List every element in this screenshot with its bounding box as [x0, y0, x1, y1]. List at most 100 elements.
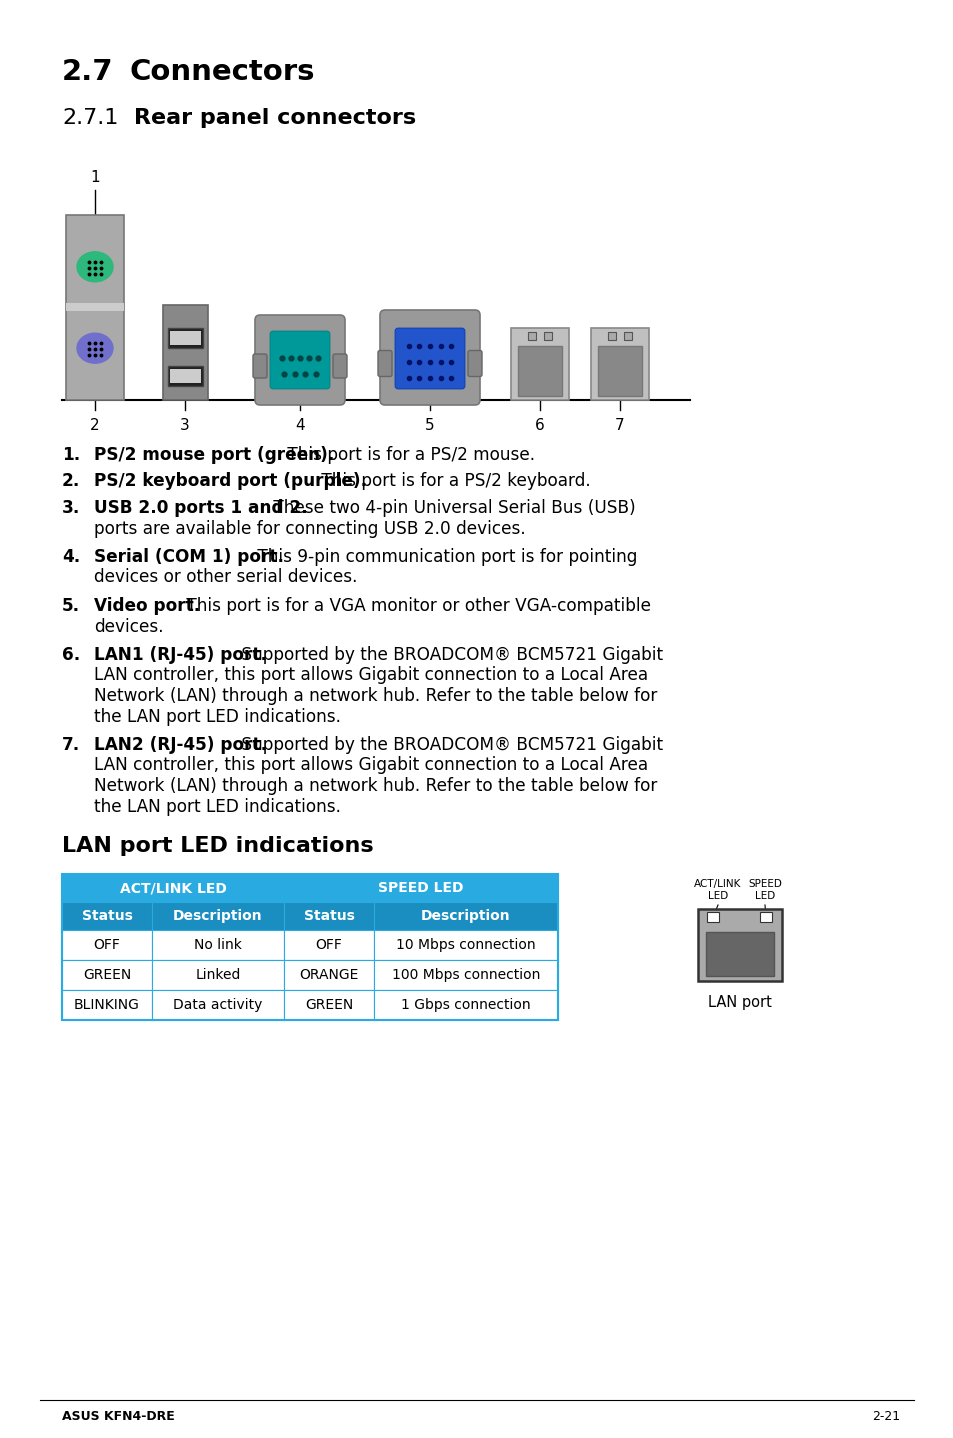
- FancyBboxPatch shape: [598, 347, 641, 395]
- FancyBboxPatch shape: [62, 989, 152, 1020]
- Text: PS/2 keyboard port (purple).: PS/2 keyboard port (purple).: [94, 473, 367, 490]
- Text: Serial (COM 1) port.: Serial (COM 1) port.: [94, 548, 284, 567]
- FancyBboxPatch shape: [517, 347, 561, 395]
- FancyBboxPatch shape: [374, 902, 558, 930]
- FancyBboxPatch shape: [62, 961, 152, 989]
- Text: devices or other serial devices.: devices or other serial devices.: [94, 568, 357, 587]
- Text: 2-21: 2-21: [871, 1409, 899, 1422]
- FancyBboxPatch shape: [333, 354, 347, 378]
- Text: LAN controller, this port allows Gigabit connection to a Local Area: LAN controller, this port allows Gigabit…: [94, 756, 647, 775]
- Text: 1: 1: [91, 170, 100, 186]
- FancyBboxPatch shape: [379, 311, 479, 406]
- Text: 6.: 6.: [62, 646, 80, 664]
- FancyBboxPatch shape: [706, 912, 719, 922]
- Text: ACT/LINK
LED: ACT/LINK LED: [694, 879, 740, 900]
- Text: SPEED
LED: SPEED LED: [747, 879, 781, 900]
- FancyBboxPatch shape: [527, 332, 536, 339]
- Text: LAN port: LAN port: [707, 995, 771, 1009]
- FancyBboxPatch shape: [152, 902, 284, 930]
- Text: Video port.: Video port.: [94, 597, 200, 615]
- Text: ASUS KFN4-DRE: ASUS KFN4-DRE: [62, 1409, 174, 1422]
- Text: 5.: 5.: [62, 597, 80, 615]
- FancyBboxPatch shape: [607, 332, 616, 339]
- FancyBboxPatch shape: [705, 932, 773, 976]
- Text: Network (LAN) through a network hub. Refer to the table below for: Network (LAN) through a network hub. Ref…: [94, 687, 657, 705]
- FancyBboxPatch shape: [511, 328, 568, 400]
- FancyBboxPatch shape: [760, 912, 771, 922]
- Text: 1 Gbps connection: 1 Gbps connection: [401, 998, 530, 1012]
- Text: GREEN: GREEN: [305, 998, 353, 1012]
- FancyBboxPatch shape: [152, 930, 284, 961]
- Ellipse shape: [77, 334, 112, 364]
- Text: This 9-pin communication port is for pointing: This 9-pin communication port is for poi…: [252, 548, 637, 567]
- FancyBboxPatch shape: [374, 989, 558, 1020]
- FancyBboxPatch shape: [170, 370, 201, 384]
- Text: Supported by the BROADCOM® BCM5721 Gigabit: Supported by the BROADCOM® BCM5721 Gigab…: [235, 646, 662, 664]
- FancyBboxPatch shape: [284, 989, 374, 1020]
- Text: LAN1 (RJ-45) port.: LAN1 (RJ-45) port.: [94, 646, 267, 664]
- Text: ORANGE: ORANGE: [299, 968, 358, 982]
- FancyBboxPatch shape: [66, 216, 124, 400]
- Text: PS/2 mouse port (green).: PS/2 mouse port (green).: [94, 446, 334, 464]
- Text: Description: Description: [173, 909, 262, 923]
- FancyBboxPatch shape: [170, 331, 201, 345]
- FancyBboxPatch shape: [543, 332, 552, 339]
- Text: Rear panel connectors: Rear panel connectors: [133, 108, 416, 128]
- Text: Description: Description: [420, 909, 510, 923]
- Text: This port is for a PS/2 keyboard.: This port is for a PS/2 keyboard.: [315, 473, 590, 490]
- Text: devices.: devices.: [94, 617, 164, 636]
- Text: LAN port LED indications: LAN port LED indications: [62, 835, 374, 856]
- FancyBboxPatch shape: [590, 328, 648, 400]
- FancyBboxPatch shape: [254, 315, 345, 406]
- FancyBboxPatch shape: [468, 351, 481, 377]
- Text: 6: 6: [535, 418, 544, 433]
- Text: 100 Mbps connection: 100 Mbps connection: [392, 968, 539, 982]
- FancyBboxPatch shape: [152, 989, 284, 1020]
- FancyBboxPatch shape: [270, 331, 330, 390]
- Text: Linked: Linked: [195, 968, 240, 982]
- FancyBboxPatch shape: [253, 354, 267, 378]
- Text: Connectors: Connectors: [130, 58, 315, 86]
- FancyBboxPatch shape: [66, 303, 124, 311]
- Text: GREEN: GREEN: [83, 968, 131, 982]
- Text: Status: Status: [303, 909, 355, 923]
- FancyBboxPatch shape: [284, 874, 558, 902]
- Text: the LAN port LED indications.: the LAN port LED indications.: [94, 798, 340, 815]
- Text: 2.7.1: 2.7.1: [62, 108, 118, 128]
- Text: Status: Status: [81, 909, 132, 923]
- Text: 2.: 2.: [62, 473, 80, 490]
- Text: 2.7: 2.7: [62, 58, 113, 86]
- Text: 4.: 4.: [62, 548, 80, 567]
- Text: Data activity: Data activity: [173, 998, 262, 1012]
- FancyBboxPatch shape: [152, 961, 284, 989]
- FancyBboxPatch shape: [698, 909, 781, 981]
- Text: 4: 4: [294, 418, 305, 433]
- FancyBboxPatch shape: [284, 902, 374, 930]
- Ellipse shape: [77, 252, 112, 282]
- FancyBboxPatch shape: [395, 328, 464, 390]
- Text: SPEED LED: SPEED LED: [377, 881, 463, 894]
- FancyBboxPatch shape: [284, 930, 374, 961]
- Text: OFF: OFF: [315, 938, 342, 952]
- Text: 1.: 1.: [62, 446, 80, 464]
- FancyBboxPatch shape: [374, 961, 558, 989]
- Text: No link: No link: [193, 938, 242, 952]
- Text: 5: 5: [425, 418, 435, 433]
- FancyBboxPatch shape: [168, 328, 203, 348]
- FancyBboxPatch shape: [163, 305, 208, 400]
- Text: ACT/LINK LED: ACT/LINK LED: [119, 881, 226, 894]
- Text: These two 4-pin Universal Serial Bus (USB): These two 4-pin Universal Serial Bus (US…: [268, 499, 635, 518]
- Text: Supported by the BROADCOM® BCM5721 Gigabit: Supported by the BROADCOM® BCM5721 Gigab…: [235, 736, 662, 754]
- Text: Network (LAN) through a network hub. Refer to the table below for: Network (LAN) through a network hub. Ref…: [94, 777, 657, 795]
- Text: 7: 7: [615, 418, 624, 433]
- Text: LAN controller, this port allows Gigabit connection to a Local Area: LAN controller, this port allows Gigabit…: [94, 666, 647, 684]
- Text: ports are available for connecting USB 2.0 devices.: ports are available for connecting USB 2…: [94, 519, 525, 538]
- FancyBboxPatch shape: [62, 874, 284, 902]
- Text: 7.: 7.: [62, 736, 80, 754]
- Text: LAN2 (RJ-45) port.: LAN2 (RJ-45) port.: [94, 736, 267, 754]
- Text: USB 2.0 ports 1 and 2.: USB 2.0 ports 1 and 2.: [94, 499, 308, 518]
- Text: This port is for a PS/2 mouse.: This port is for a PS/2 mouse.: [282, 446, 535, 464]
- Text: 2: 2: [91, 418, 100, 433]
- FancyBboxPatch shape: [168, 367, 203, 387]
- FancyBboxPatch shape: [62, 930, 152, 961]
